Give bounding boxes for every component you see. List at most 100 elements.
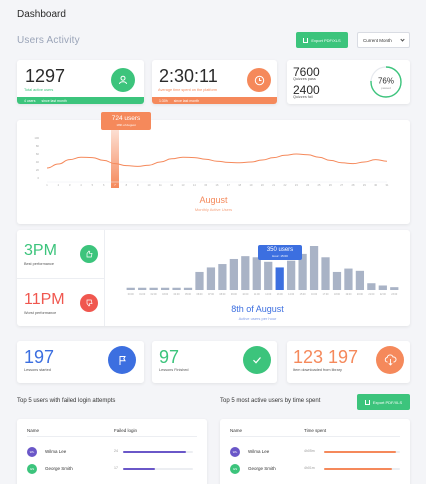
line-chart-tooltip: 724 users 18th of August	[101, 112, 151, 130]
x-tick-label: 31	[386, 183, 389, 187]
hourly-performance-card: 3PM Best performance 11PM Worst performa…	[17, 230, 410, 326]
average-time-value: 2:30:11	[159, 66, 218, 86]
x-tick-label: 22:00	[380, 293, 387, 296]
quizzes-failed-value: 2400	[293, 83, 320, 97]
x-tick-label: 03:00	[162, 293, 169, 296]
trend-value: 1:30h	[159, 98, 168, 103]
y-tick-label: 60	[36, 152, 40, 156]
x-tick-label: 1	[46, 183, 48, 187]
trend-value: 4 users	[24, 98, 36, 103]
active-users-trend: 4 users since last month	[17, 97, 144, 104]
hourly-bar	[172, 287, 181, 290]
lessons-finished-card: 97 Lessons Finished	[152, 341, 277, 383]
export-button-label: Export PDF/XLS	[311, 37, 341, 43]
hourly-bar	[126, 287, 135, 290]
x-tick-label: 16:00	[311, 293, 318, 296]
x-tick-label: 18:00	[334, 293, 341, 296]
x-tick-label: 12:00	[265, 293, 272, 296]
worst-performance-label: Worst performance	[24, 311, 57, 315]
user-name: George Smith	[45, 466, 73, 471]
active-users-value: 1297	[25, 66, 66, 86]
hourly-bar	[252, 257, 261, 290]
x-tick-label: 13:00	[277, 293, 284, 296]
progress-ring-fill	[370, 66, 402, 98]
x-tick-label: 21	[272, 183, 275, 187]
x-tick-label: 10	[148, 183, 151, 187]
time-spent-bar	[324, 451, 397, 453]
x-tick-label: 17:00	[323, 293, 330, 296]
y-tick-label: 40	[36, 160, 40, 164]
bar-tooltip-value: 350 users	[266, 247, 294, 253]
failed-login-bar	[123, 451, 186, 453]
y-tick-label: 100	[34, 136, 39, 140]
average-time-trend: 1:30h since last month	[152, 97, 277, 104]
thumbs-up-icon	[80, 245, 98, 263]
x-tick-label: 09:00	[231, 293, 238, 296]
quizzes-passed-label: Quizzes pass	[293, 77, 316, 81]
failed-login-table: Name Failed login WL Wilma Lee 24 GS Geo…	[17, 419, 207, 484]
highlight-column	[111, 128, 119, 188]
quizzes-progress-ring: 76% passed	[370, 66, 402, 98]
hourly-bar	[367, 283, 376, 290]
hourly-bar	[378, 285, 387, 290]
hourly-bar	[195, 271, 204, 290]
x-tick-label: 18	[238, 183, 241, 187]
hourly-users-bar-chart: 00:00 01:00 02:00 03:00 04:00 05:00 06:00 07:00…	[126, 246, 399, 296]
x-tick-label: 21:00	[368, 293, 375, 296]
chart-caption: August	[199, 195, 228, 205]
x-tick-label: 07:00	[208, 293, 215, 296]
x-tick-label: 26	[329, 183, 332, 187]
x-tick-label: 24	[306, 183, 309, 187]
export-button[interactable]: Export PDF/XLS	[296, 32, 348, 48]
bar-tooltip-sub: Hour: 15:00	[272, 254, 288, 258]
active-users-title: Top 5 most active users by time spent	[220, 398, 321, 404]
x-tick-label: 5	[92, 183, 94, 187]
items-downloaded-value: 123 197	[293, 347, 359, 367]
average-time-card: 2:30:11 Average time spent on the platfo…	[152, 60, 277, 104]
trend-label: since last month	[41, 98, 67, 103]
hourly-bar	[287, 260, 296, 290]
hourly-bar	[160, 287, 170, 290]
divider	[104, 230, 105, 326]
x-tick-label: 01:00	[139, 293, 146, 296]
bar-chart-sub-caption: Active users per hour	[238, 316, 277, 321]
column-header-time-spent: Time spent	[304, 428, 327, 433]
bar-chart-tooltip: 350 users Hour: 15:00	[258, 245, 302, 260]
upload-icon	[364, 399, 370, 405]
hourly-bar	[332, 271, 342, 290]
time-spent-bar	[324, 468, 393, 470]
items-downloaded-label: Item downloaded from library	[293, 368, 342, 372]
column-header-name: Name	[27, 428, 40, 433]
hourly-bar	[218, 264, 227, 290]
x-tick-label: 02:00	[151, 293, 158, 296]
tooltip-value: 724 users	[111, 115, 141, 122]
average-time-label: Average time spent on the platform	[158, 88, 218, 92]
lessons-finished-value: 97	[159, 347, 180, 367]
bar-track	[123, 468, 193, 470]
x-tick-label: 17	[227, 183, 230, 187]
export-active-users-button[interactable]: Export PDF/XLS	[357, 394, 410, 410]
time-spent: 4h01m	[304, 466, 315, 470]
worst-performance-value: 11PM	[24, 291, 65, 308]
failed-count: 17	[114, 466, 118, 470]
export-button-label: Export PDF/XLS	[372, 399, 403, 405]
avatar: WL	[230, 447, 240, 457]
thumbs-down-icon	[80, 294, 98, 312]
hourly-bar	[138, 287, 147, 290]
x-tick-label: 22	[284, 183, 287, 187]
y-tick-label: 20	[36, 168, 40, 172]
avatar: WL	[27, 447, 37, 457]
user-name: Wilma Lee	[248, 449, 270, 454]
monthly-users-chart-card: 100 80 60 40 20 0 1 2 3 4 5 6 7 8 9 10 11 12 13 14 15 16 17 18 1…	[17, 120, 410, 224]
x-tick-label: 05:00	[185, 293, 192, 296]
x-tick-label: 8	[126, 183, 128, 187]
hourly-bar	[321, 257, 330, 290]
x-tick-label: 28	[352, 183, 355, 187]
hourly-bar	[309, 246, 319, 290]
x-tick-label: 27	[340, 183, 343, 187]
time-spent: 4h05m	[304, 449, 315, 453]
cloud-download-icon	[376, 346, 404, 374]
x-tick-label: 30	[374, 183, 377, 187]
period-select[interactable]: Current Month	[357, 32, 410, 48]
x-tick-label: 15	[204, 183, 207, 187]
